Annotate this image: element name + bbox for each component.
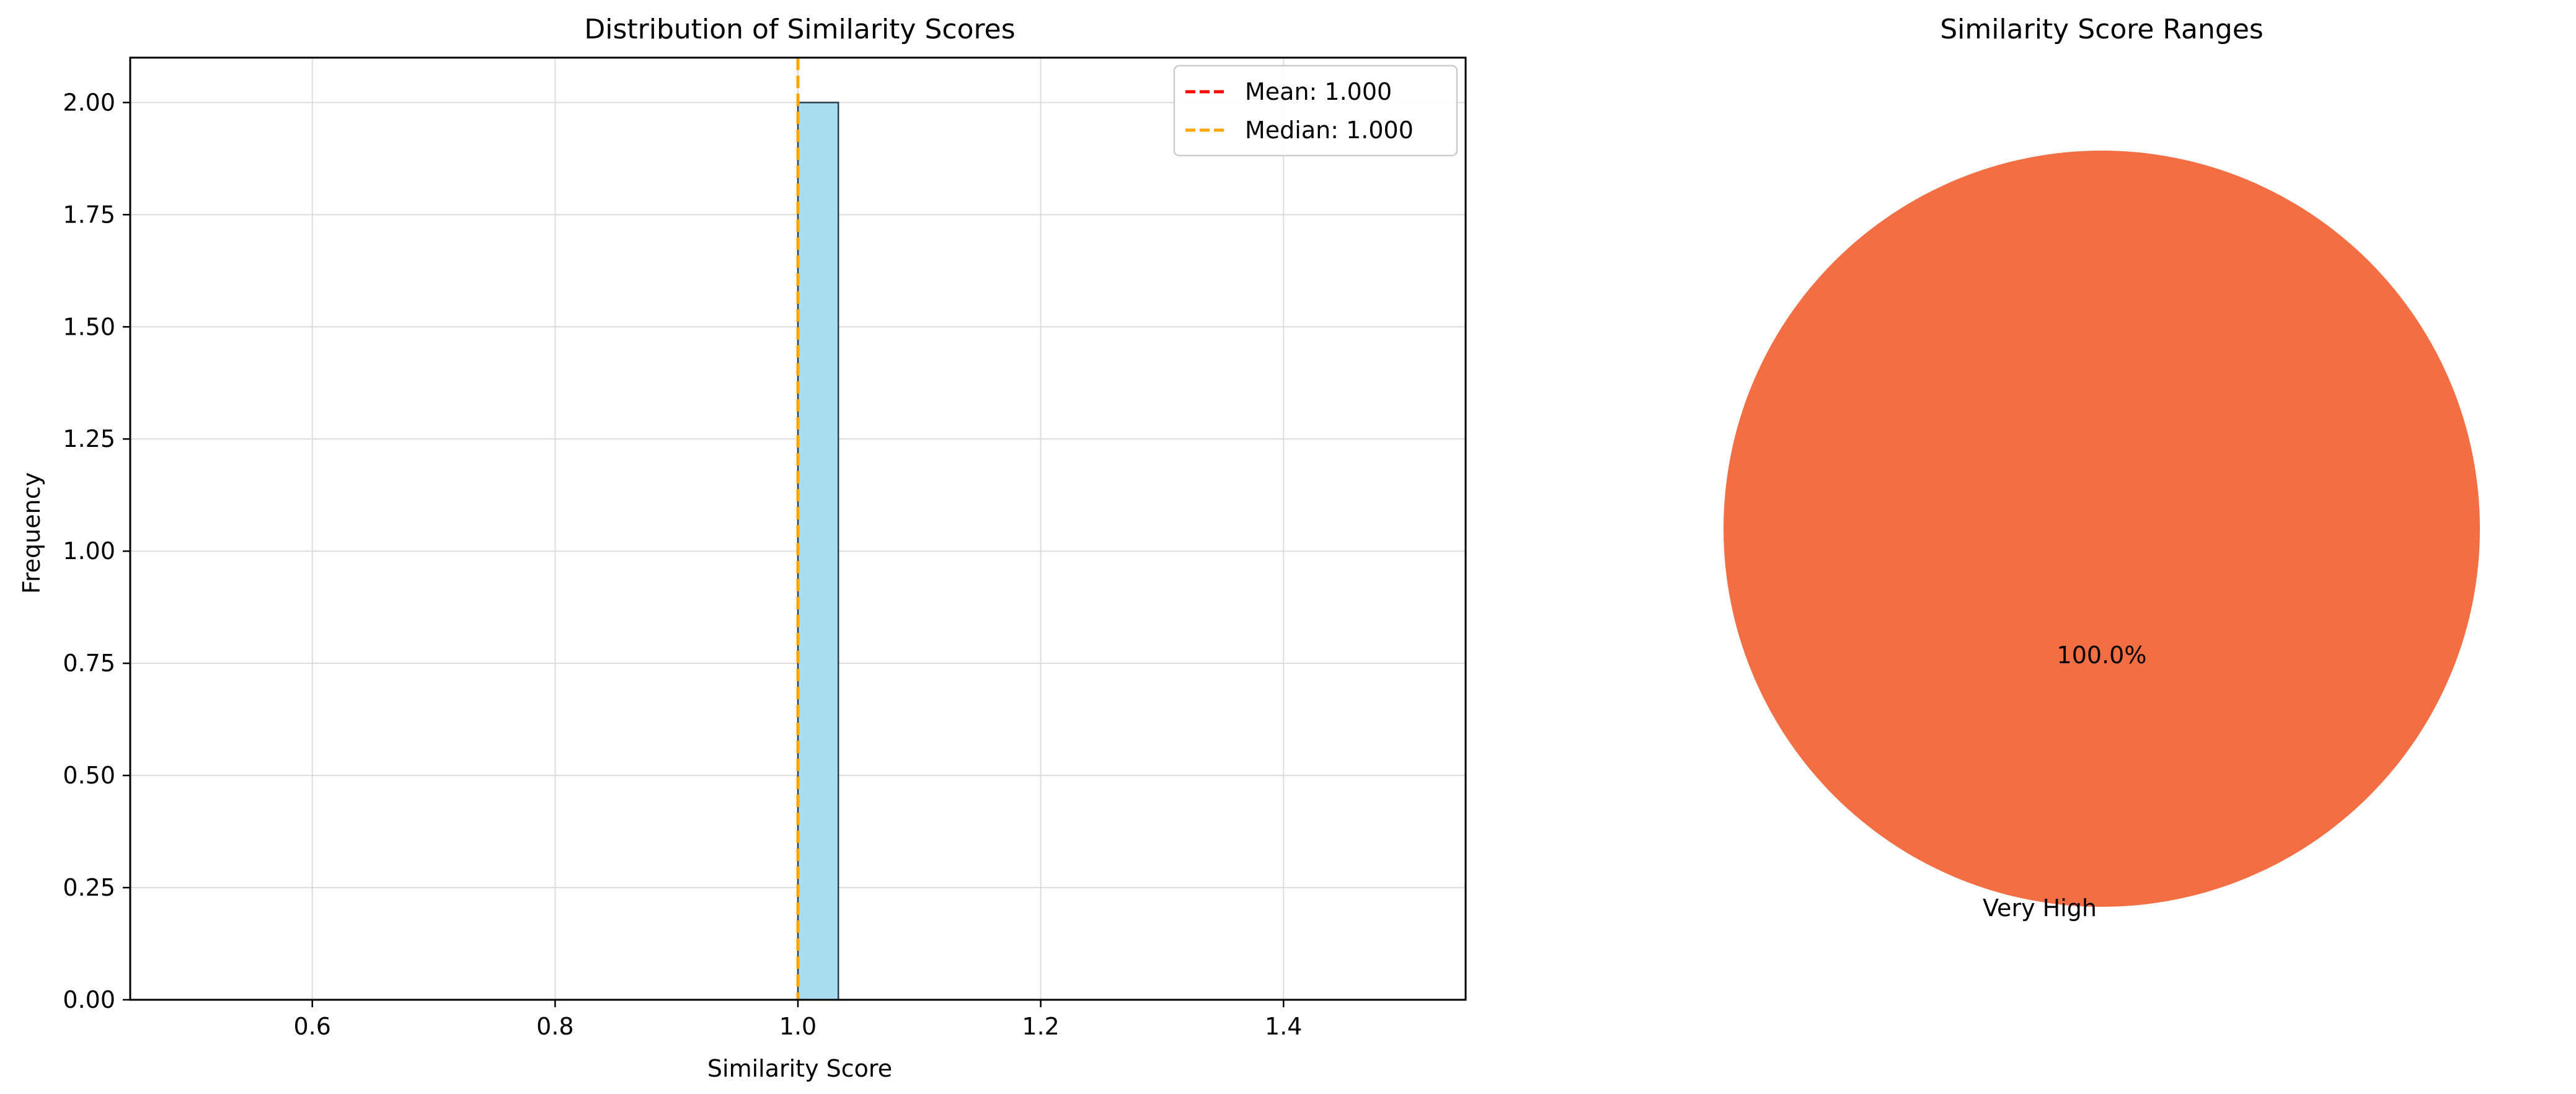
x-tick-label: 0.6 bbox=[294, 1013, 331, 1040]
x-tick-label: 1.0 bbox=[779, 1013, 817, 1040]
x-tick-label: 1.4 bbox=[1265, 1013, 1302, 1040]
y-tick-label: 0.75 bbox=[63, 650, 115, 677]
y-tick-label: 1.00 bbox=[63, 537, 115, 565]
pie-labels: Very High 100.0% bbox=[1983, 642, 2146, 922]
pie-slice-percent: 100.0% bbox=[2057, 642, 2147, 669]
legend-box bbox=[1173, 64, 1458, 157]
y-axis-label: Frequency bbox=[18, 472, 45, 594]
x-axis-ticks: 0.6 0.8 1.0 1.2 1.4 bbox=[294, 1000, 1302, 1040]
y-tick-label: 0.50 bbox=[63, 762, 115, 789]
histogram-bar bbox=[797, 102, 839, 1001]
y-axis-ticks: 0.00 0.25 0.50 0.75 1.00 1.25 1.50 1.75 2.00 bbox=[63, 89, 130, 1013]
pie-slices bbox=[1724, 151, 2480, 907]
pie-chart: Similarity Score Ranges Very High 100.0% bbox=[1724, 14, 2480, 922]
x-axis-label: Similarity Score bbox=[707, 1055, 892, 1082]
legend-mean-label: Mean: 1.000 bbox=[1245, 78, 1392, 105]
y-tick-label: 0.00 bbox=[63, 986, 115, 1013]
x-tick-label: 1.2 bbox=[1022, 1013, 1059, 1040]
histogram-chart: Distribution of Similarity Scores 0.6 0.8… bbox=[18, 14, 1467, 1082]
legend: Mean: 1.000 Median: 1.000 bbox=[1173, 64, 1458, 157]
legend-median-label: Median: 1.000 bbox=[1245, 117, 1414, 144]
y-tick-label: 2.00 bbox=[63, 89, 115, 116]
pie-slice-label: Very High bbox=[1983, 894, 2097, 922]
histogram-title: Distribution of Similarity Scores bbox=[584, 14, 1015, 45]
pie-slice bbox=[1724, 151, 2480, 907]
pie-title: Similarity Score Ranges bbox=[1940, 14, 2264, 45]
y-tick-label: 1.50 bbox=[63, 313, 115, 340]
y-tick-label: 1.75 bbox=[63, 201, 115, 228]
y-tick-label: 1.25 bbox=[63, 425, 115, 452]
x-tick-label: 0.8 bbox=[536, 1013, 573, 1040]
y-tick-label: 0.25 bbox=[63, 874, 115, 901]
